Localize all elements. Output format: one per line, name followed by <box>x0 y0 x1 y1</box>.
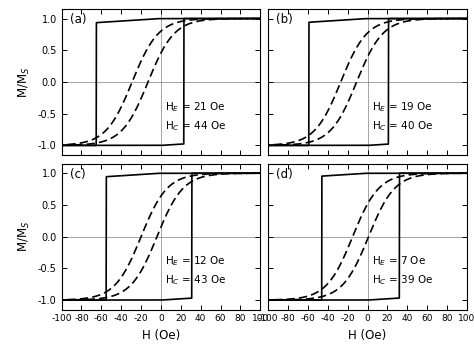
X-axis label: H (Oe): H (Oe) <box>142 329 180 342</box>
Text: H$_E$ = 19 Oe: H$_E$ = 19 Oe <box>372 100 432 114</box>
Text: H$_E$ = 12 Oe: H$_E$ = 12 Oe <box>165 255 226 268</box>
Text: (d): (d) <box>276 168 293 181</box>
Text: (a): (a) <box>70 13 86 26</box>
Y-axis label: M/M$_S$: M/M$_S$ <box>17 221 32 252</box>
X-axis label: H (Oe): H (Oe) <box>348 329 387 342</box>
Text: H$_C$ = 43 Oe: H$_C$ = 43 Oe <box>165 274 226 287</box>
Text: H$_C$ = 39 Oe: H$_C$ = 39 Oe <box>372 274 433 287</box>
Text: H$_E$ = 7 Oe: H$_E$ = 7 Oe <box>372 255 426 268</box>
Y-axis label: M/M$_S$: M/M$_S$ <box>17 66 32 98</box>
Text: H$_C$ = 44 Oe: H$_C$ = 44 Oe <box>165 119 226 132</box>
Text: (b): (b) <box>276 13 293 26</box>
Text: H$_E$ = 21 Oe: H$_E$ = 21 Oe <box>165 100 226 114</box>
Text: H$_C$ = 40 Oe: H$_C$ = 40 Oe <box>372 119 433 132</box>
Text: (c): (c) <box>70 168 85 181</box>
